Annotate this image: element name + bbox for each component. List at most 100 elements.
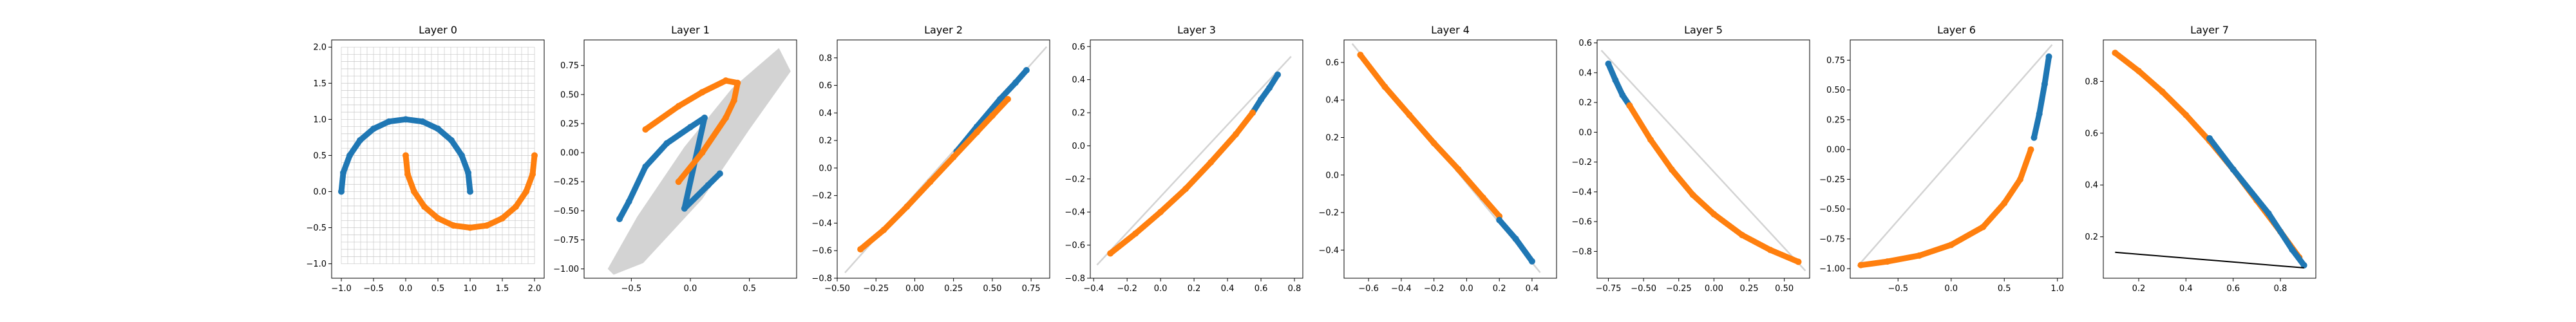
- data-point: [996, 95, 1003, 102]
- axes-frame: [1343, 39, 1557, 279]
- panel-4: −0.6 −0.4 −0.2 0.0 0.2 0.4 −0.4 −0.2 0.0 0.2 0.4 0.…: [1318, 24, 1557, 294]
- data-point: [2036, 110, 2043, 117]
- data-point: [2289, 246, 2296, 253]
- y-tick-label: −0.50: [1819, 205, 1845, 214]
- data-point: [2112, 50, 2119, 57]
- series-class-a: [616, 114, 723, 222]
- data-point: [370, 125, 377, 132]
- y-tick-label: 0.0: [313, 187, 327, 197]
- y-tick-label: −0.6: [1571, 218, 1592, 227]
- x-tick-label: 0.4: [1526, 284, 1539, 294]
- data-point: [513, 204, 519, 210]
- data-point: [730, 97, 737, 104]
- data-point: [1626, 102, 1633, 109]
- data-point: [1182, 185, 1189, 193]
- data-point: [904, 203, 911, 210]
- series-class-b: [642, 77, 741, 185]
- axes-frame: [2103, 39, 2316, 279]
- data-point: [1605, 61, 1612, 67]
- series-class-a: [2206, 135, 2307, 269]
- data-point: [927, 178, 934, 185]
- plot-area: [1096, 55, 1292, 266]
- series-class-b: [1357, 52, 1503, 220]
- axes-frame: [1596, 39, 1810, 279]
- y-tick-label: −0.4: [1571, 187, 1592, 197]
- y-tick-label: 0.2: [1578, 99, 1592, 108]
- warped-region: [1857, 44, 2053, 267]
- y-tick-label: 0.4: [2085, 181, 2098, 191]
- data-point: [2045, 53, 2052, 60]
- series-class-b: [2112, 50, 2303, 261]
- data-point: [2027, 146, 2034, 153]
- x-tick-label: −0.5: [621, 284, 642, 294]
- y-tick-label: 0.6: [1578, 39, 1592, 48]
- panel-2: −0.50 −0.25 0.00 0.25 0.50 0.75 −0.8 −0.6 −0.4 −0…: [811, 24, 1050, 294]
- x-tick-label: −0.2: [1424, 284, 1444, 294]
- data-point: [2041, 80, 2048, 88]
- data-point: [1233, 131, 1240, 138]
- data-point: [1947, 242, 1955, 249]
- panel-title: Layer 2: [924, 24, 963, 36]
- x-tick-label: 0.50: [983, 284, 1001, 294]
- x-tick-label: 0.6: [2226, 284, 2240, 294]
- data-point: [1208, 159, 1215, 166]
- data-point: [1916, 252, 1923, 259]
- data-point: [642, 163, 649, 170]
- x-tick-label: 0.4: [2179, 284, 2193, 294]
- data-point: [467, 188, 473, 195]
- data-point: [681, 205, 688, 212]
- data-point: [421, 204, 428, 210]
- data-point: [1479, 194, 1486, 201]
- data-point: [1023, 67, 1030, 74]
- data-point: [973, 129, 980, 136]
- y-tick-label: −0.2: [1065, 175, 1085, 184]
- y-tick-label: 0.0: [819, 164, 832, 173]
- x-tick-label: 0.4: [1221, 284, 1235, 294]
- grid: [341, 46, 535, 264]
- panel-title: Layer 6: [1937, 24, 1976, 36]
- data-point: [616, 215, 623, 222]
- x-tick-label: −0.4: [1391, 284, 1412, 294]
- data-point: [357, 137, 363, 144]
- panel-7: 0.2 0.4 0.6 0.8 0.2 0.4 0.6 0.8 Layer 7: [2085, 24, 2316, 294]
- data-point: [338, 188, 345, 195]
- panel-3: −0.4 −0.2 0.0 0.2 0.4 0.6 0.8 −0.8 −0.6 −0.4 −0.2 0…: [1065, 24, 1303, 294]
- data-point: [2230, 166, 2237, 173]
- data-point: [687, 124, 694, 131]
- data-point: [404, 171, 411, 178]
- x-tick-label: −0.4: [1083, 284, 1104, 294]
- y-tick-label: 0.50: [1826, 86, 1845, 95]
- panel-title: Layer 5: [1684, 24, 1723, 36]
- series-class-b: [1107, 109, 1256, 257]
- y-tick-label: 0.0: [1325, 171, 1339, 180]
- y-tick-label: 0.0: [1072, 142, 1085, 151]
- data-point: [2265, 210, 2272, 217]
- data-point: [699, 149, 706, 156]
- data-point: [484, 222, 490, 229]
- x-tick-label: 1.0: [464, 284, 477, 294]
- y-tick-label: 0.6: [819, 81, 832, 91]
- y-tick-label: −1.00: [553, 265, 579, 274]
- point-track: [1107, 109, 1256, 256]
- series-class-b: [1857, 146, 2034, 269]
- x-tick-label: −0.50: [824, 284, 850, 294]
- warped-region: [1600, 50, 1806, 272]
- y-tick-label: 0.00: [1826, 146, 1845, 155]
- data-point: [1455, 166, 1462, 173]
- axes-frame: [837, 39, 1050, 279]
- panel-0: −1.0 −0.5 0.0 0.5 1.0 1.5 2.0 −1.0 −0.5 0.0 0.5 1.0…: [306, 24, 545, 294]
- data-point: [1795, 258, 1802, 265]
- plot-area: [1600, 50, 1806, 272]
- data-point: [1512, 235, 1519, 242]
- data-point: [459, 152, 465, 159]
- y-tick-label: 0.2: [1072, 109, 1085, 118]
- y-tick-label: 0.4: [1325, 96, 1339, 106]
- data-point: [701, 114, 708, 121]
- warped-region: [1096, 55, 1292, 266]
- data-point: [1012, 79, 1019, 86]
- data-point: [1157, 209, 1164, 216]
- x-tick-label: −0.25: [863, 284, 889, 294]
- x-tick-label: 0.2: [1188, 284, 1201, 294]
- data-point: [2183, 111, 2190, 118]
- y-tick-label: 0.25: [560, 119, 579, 129]
